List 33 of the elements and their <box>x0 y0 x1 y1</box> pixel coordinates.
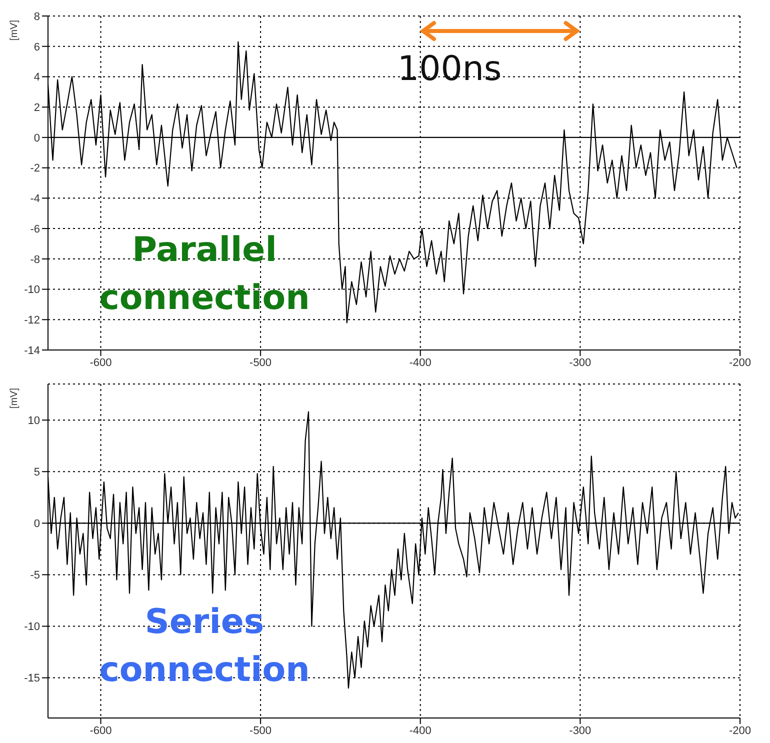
x-tick-label: -600 <box>90 724 112 737</box>
y-tick-label: -2 <box>30 162 40 175</box>
x-tick-label: -300 <box>569 356 592 369</box>
y-axis-title: [mV] <box>9 20 20 41</box>
y-tick-label: -12 <box>24 314 40 327</box>
y-tick-label: 0 <box>34 132 40 144</box>
x-tick-label: -500 <box>250 356 272 369</box>
annotation: Parallel connection <box>98 229 311 320</box>
y-tick-label: 5 <box>34 466 40 479</box>
x-tick-label: -400 <box>409 724 432 737</box>
annotation: 100ns <box>397 49 502 90</box>
annotation: Series connection <box>98 600 311 692</box>
y-tick-label: 10 <box>28 414 40 427</box>
y-tick-label: -10 <box>24 621 40 634</box>
y-tick-label: -10 <box>24 284 40 296</box>
y-tick-label: 8 <box>34 10 40 23</box>
y-tick-label: -4 <box>30 193 40 206</box>
y-tick-label: -15 <box>24 672 40 685</box>
y-tick-label: 6 <box>34 41 40 54</box>
x-tick-label: -600 <box>90 356 112 369</box>
x-tick-label: -400 <box>409 356 432 369</box>
y-tick-label: 4 <box>34 72 40 84</box>
y-tick-label: -6 <box>30 223 40 236</box>
x-tick-label: -200 <box>728 356 752 369</box>
y-tick-label: -5 <box>30 570 40 582</box>
y-tick-label: 2 <box>34 102 40 114</box>
y-tick-label: 0 <box>34 518 40 530</box>
x-tick-label: -200 <box>728 724 752 737</box>
y-tick-label: -14 <box>24 344 40 357</box>
x-tick-label: -500 <box>250 724 272 737</box>
y-tick-label: -8 <box>30 254 40 266</box>
x-tick-label: -300 <box>569 724 592 737</box>
y-axis-title: [mV] <box>9 388 20 409</box>
